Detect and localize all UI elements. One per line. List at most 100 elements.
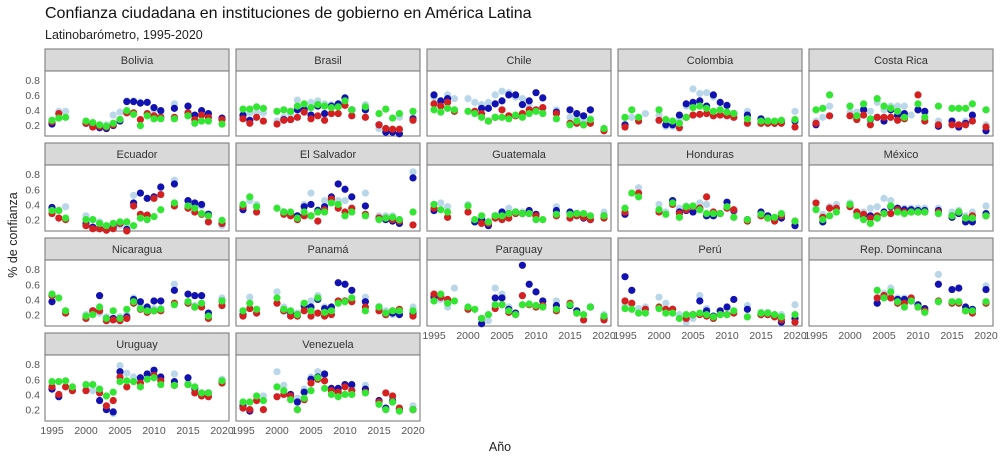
data-point-green (239, 200, 247, 209)
data-point-green (853, 212, 861, 220)
data-point-red (130, 202, 138, 210)
data-point-green (586, 303, 595, 311)
data-point-green (273, 204, 281, 212)
data-point-red (348, 112, 356, 120)
data-point-green (894, 298, 902, 306)
data-point-dark-blue (348, 193, 356, 201)
data-point-red (730, 206, 738, 214)
data-point-green (580, 209, 588, 218)
x-tick-label: 2010 (715, 330, 739, 342)
data-point-dark-blue (566, 106, 574, 114)
facet-label: Ecuador (117, 149, 158, 161)
data-point-light-blue (566, 113, 574, 121)
data-point-green (314, 208, 322, 216)
data-point-red (982, 123, 990, 131)
x-tick-label: 2015 (176, 425, 200, 437)
data-point-dark-blue (511, 91, 520, 99)
data-point-dark-blue (96, 396, 104, 405)
data-point-green (89, 380, 97, 389)
data-point-green (184, 298, 192, 306)
data-point-green (491, 212, 499, 220)
data-point-green (962, 104, 970, 112)
data-point-green (832, 208, 841, 216)
data-point-green (150, 374, 158, 382)
data-point-light-blue (307, 98, 315, 106)
data-point-light-blue (437, 199, 445, 207)
data-point-dark-blue (484, 104, 492, 112)
data-point-dark-blue (48, 298, 56, 306)
data-point-green (123, 218, 131, 226)
y-tick-label: 0.4 (25, 105, 40, 117)
data-point-light-blue (293, 96, 301, 104)
data-point-green (307, 307, 315, 315)
x-tick-label: 2010 (524, 330, 548, 342)
y-tick-label: 0.8 (25, 359, 40, 371)
data-point-green (116, 314, 124, 323)
data-point-green (525, 300, 533, 308)
data-point-green (150, 115, 158, 123)
data-point-green (198, 389, 206, 397)
data-point-green (709, 107, 718, 115)
facet-label: Colombia (687, 55, 734, 67)
data-point-green (478, 113, 486, 121)
data-point-green (437, 206, 445, 214)
data-point-green (525, 109, 533, 118)
data-point-green (287, 107, 295, 115)
data-point-green (675, 119, 684, 127)
y-tick-label: 0.6 (25, 374, 40, 386)
data-point-green (764, 309, 772, 317)
data-point-green (880, 209, 888, 218)
data-point-green (669, 199, 677, 207)
data-point-green (478, 212, 486, 220)
data-point-light-blue (696, 199, 704, 207)
data-point-dark-blue (982, 285, 990, 294)
data-point-green (157, 305, 165, 313)
data-point-green (948, 104, 956, 112)
data-point-green (314, 294, 322, 302)
data-point-green (89, 311, 97, 319)
data-point-green (866, 115, 875, 123)
data-point-red (444, 213, 452, 221)
data-point-red (887, 294, 895, 302)
data-point-green (116, 115, 124, 124)
data-point-light-blue (464, 95, 472, 103)
data-point-green (853, 112, 861, 120)
data-point-green (866, 219, 875, 228)
data-point-green (123, 377, 131, 385)
y-tick-label: 0.2 (25, 310, 40, 322)
data-point-dark-blue (109, 408, 117, 416)
data-point-red (109, 316, 117, 324)
x-tick-label: 2020 (592, 330, 616, 342)
facet-label: Perú (698, 244, 721, 256)
data-point-green (771, 213, 779, 221)
data-point-green (375, 303, 383, 311)
data-point-green (191, 119, 199, 127)
data-point-dark-blue (478, 104, 486, 112)
data-point-green (709, 209, 718, 218)
data-point-light-blue (703, 200, 711, 209)
data-point-dark-blue (430, 91, 438, 99)
data-point-green (689, 311, 697, 319)
facet-label: Brasil (314, 55, 342, 67)
data-point-red (430, 290, 438, 298)
data-point-light-blue (450, 95, 458, 103)
data-point-green (586, 212, 595, 220)
data-point-green (307, 104, 315, 112)
data-point-green (641, 309, 650, 317)
data-point-green (873, 286, 881, 294)
data-point-red (280, 116, 288, 124)
data-point-green (280, 305, 288, 313)
data-point-light-blue (130, 191, 138, 199)
data-point-red (55, 214, 63, 222)
data-point-green (955, 298, 963, 306)
data-point-green (696, 206, 704, 214)
data-point-red (382, 124, 390, 133)
data-point-dark-blue (143, 194, 151, 202)
data-point-dark-blue (341, 280, 349, 288)
data-point-dark-blue (968, 111, 977, 119)
data-point-red (409, 312, 417, 320)
data-point-green (655, 206, 663, 214)
data-point-red (89, 225, 97, 233)
data-point-green (539, 303, 547, 311)
data-point-green (525, 209, 533, 218)
